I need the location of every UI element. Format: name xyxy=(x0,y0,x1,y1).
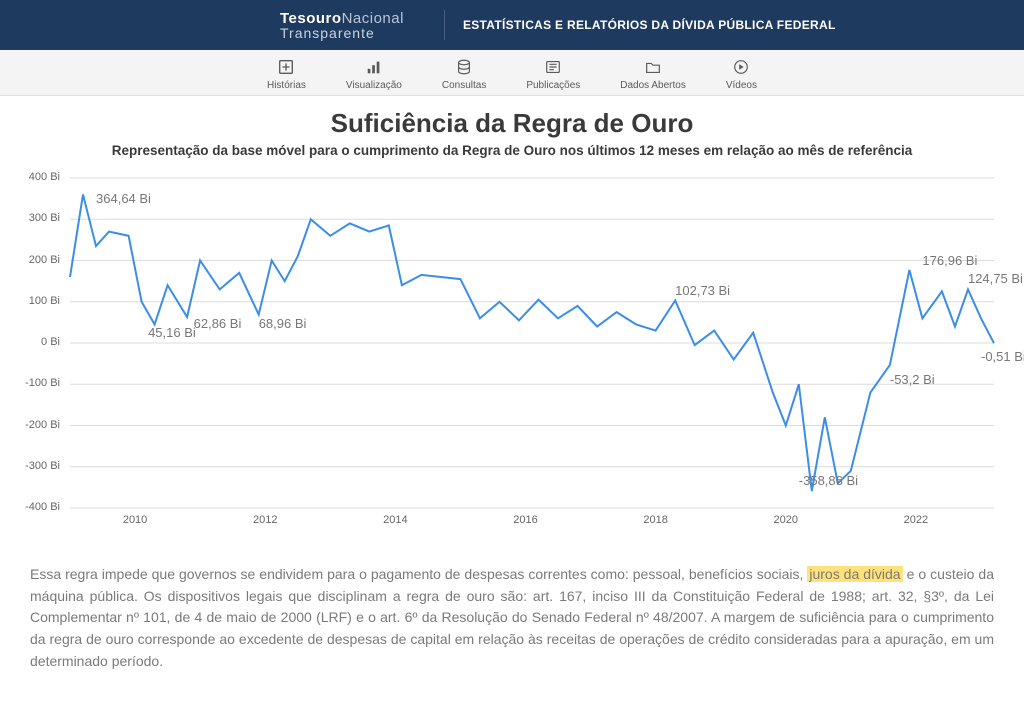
description: Essa regra impede que governos se endivi… xyxy=(0,558,1024,692)
x-tick-label: 2016 xyxy=(513,514,537,526)
y-tick-label: -200 Bi xyxy=(20,419,60,431)
chart-annotation: 68,96 Bi xyxy=(259,316,307,331)
chart-annotation: -53,2 Bi xyxy=(890,372,935,387)
page-title: Suficiência da Regra de Ouro xyxy=(20,108,1004,139)
main: Suficiência da Regra de Ouro Representaç… xyxy=(0,96,1024,558)
x-tick-label: 2018 xyxy=(643,514,667,526)
desc-highlight: juros da dívida xyxy=(807,566,902,582)
tab-dados abertos[interactable]: Dados Abertos xyxy=(620,58,686,91)
page-subtitle: Representação da base móvel para o cumpr… xyxy=(20,143,1004,158)
hospital-icon xyxy=(277,58,295,76)
logo-line2: Transparente xyxy=(280,25,404,41)
chart: -400 Bi -300 Bi -200 Bi -100 Bi 0 Bi 100 Bi 20… xyxy=(20,168,1004,538)
y-tick-label: 100 Bi xyxy=(20,295,60,307)
y-tick-label: 200 Bi xyxy=(20,254,60,266)
x-tick-label: 2014 xyxy=(383,514,407,526)
chart-annotation: -0,51 Bi xyxy=(981,349,1024,364)
news-icon xyxy=(544,58,562,76)
tab-label: Visualização xyxy=(346,80,402,91)
y-tick-label: 0 Bi xyxy=(20,336,60,348)
y-tick-label: -300 Bi xyxy=(20,460,60,472)
logo[interactable]: TesouroNacional Transparente xyxy=(280,10,404,41)
x-tick-label: 2010 xyxy=(123,514,147,526)
chart-annotation: -358,86 Bi xyxy=(799,473,858,488)
folder-icon xyxy=(644,58,662,76)
tab-label: Vídeos xyxy=(726,80,757,91)
db-icon xyxy=(455,58,473,76)
x-tick-label: 2020 xyxy=(774,514,798,526)
tab-label: Histórias xyxy=(267,80,306,91)
tab-histórias[interactable]: Histórias xyxy=(267,58,306,91)
logo-word2: Nacional xyxy=(342,10,404,27)
play-icon xyxy=(732,58,750,76)
y-tick-label: 400 Bi xyxy=(20,171,60,183)
divider xyxy=(444,10,445,40)
bars-icon xyxy=(365,58,383,76)
tab-label: Consultas xyxy=(442,80,486,91)
x-tick-label: 2012 xyxy=(253,514,277,526)
chart-annotation: 176,96 Bi xyxy=(922,253,977,268)
chart-annotation: 62,86 Bi xyxy=(194,316,242,331)
chart-annotation: 364,64 Bi xyxy=(96,191,151,206)
tab-label: Dados Abertos xyxy=(620,80,686,91)
desc-pre: Essa regra impede que governos se endivi… xyxy=(30,566,807,582)
y-tick-label: 300 Bi xyxy=(20,212,60,224)
header-subtitle: ESTATÍSTICAS E RELATÓRIOS DA DÍVIDA PÚBL… xyxy=(463,18,836,32)
x-tick-label: 2022 xyxy=(904,514,928,526)
chart-annotation: 124,75 Bi xyxy=(968,271,1023,286)
tabbar: Histórias Visualização Consultas Publicaçõe… xyxy=(0,50,1024,96)
y-tick-label: -400 Bi xyxy=(20,501,60,513)
tab-consultas[interactable]: Consultas xyxy=(442,58,486,91)
tab-label: Publicações xyxy=(526,80,580,91)
chart-annotation: 45,16 Bi xyxy=(148,325,196,340)
tab-publicações[interactable]: Publicações xyxy=(526,58,580,91)
chart-annotation: 102,73 Bi xyxy=(675,283,730,298)
topbar: TesouroNacional Transparente ESTATÍSTICA… xyxy=(0,0,1024,50)
logo-word1: Tesouro xyxy=(280,10,342,27)
tab-vídeos[interactable]: Vídeos xyxy=(726,58,757,91)
tab-visualização[interactable]: Visualização xyxy=(346,58,402,91)
y-tick-label: -100 Bi xyxy=(20,377,60,389)
